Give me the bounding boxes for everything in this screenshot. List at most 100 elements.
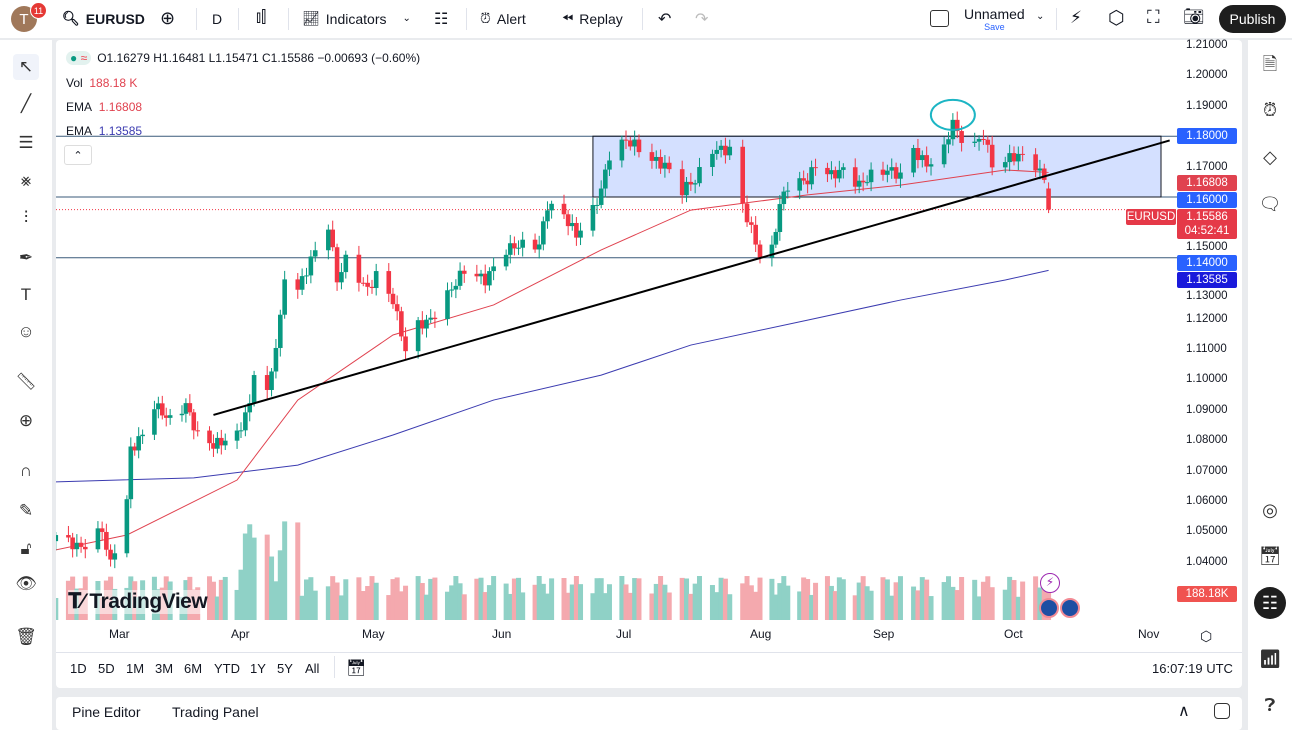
volume-bar xyxy=(911,586,917,620)
screener-button[interactable]: ◎ xyxy=(1257,497,1283,523)
volume-bar xyxy=(578,584,584,620)
go-to-date-button[interactable]: 📅︎ xyxy=(346,658,366,678)
collapse-legend-button[interactable]: ⌃ xyxy=(64,145,92,165)
clock[interactable]: 16:07:19 UTC xyxy=(1152,661,1233,676)
eu-flag-event-icon[interactable] xyxy=(1039,598,1059,618)
volume-bar xyxy=(976,596,982,620)
indicators-button[interactable]: 📈︎ Indicators ⌄ xyxy=(302,10,411,27)
emoji-tool[interactable]: ☺ xyxy=(13,319,39,345)
range-1y[interactable]: 1Y xyxy=(250,661,266,676)
layers-icon: ◇ xyxy=(1263,146,1277,167)
lock-drawings-tool[interactable]: 🔓︎ xyxy=(13,536,39,562)
candle-body xyxy=(449,289,454,291)
interval-button[interactable]: D xyxy=(212,11,223,27)
ema-fast-legend[interactable]: EMA 1.16808 xyxy=(66,100,143,114)
trendline-tool[interactable]: ╱ xyxy=(13,91,39,117)
measure-tool[interactable]: 📏︎ xyxy=(13,369,39,395)
text-tool[interactable]: T xyxy=(13,282,39,308)
volume-bar xyxy=(369,576,375,620)
publish-button[interactable]: Publish xyxy=(1219,5,1286,33)
compare-symbol-button[interactable]: ⊕ xyxy=(160,8,175,29)
candle-body xyxy=(399,311,404,337)
volume-bar xyxy=(428,578,434,620)
hide-drawings-tool[interactable]: 👁︎ xyxy=(13,571,39,597)
calendar-button[interactable]: 📅︎ xyxy=(1257,543,1283,569)
delete-drawings-tool[interactable]: 🗑︎ xyxy=(13,624,39,650)
screenshot-button[interactable]: 📷︎ xyxy=(1183,7,1205,27)
time-axis-settings-button[interactable]: ⬡ xyxy=(1200,628,1212,645)
range-3m[interactable]: 3M xyxy=(155,661,174,676)
candle-body xyxy=(574,222,579,238)
magnet-icon: ∩ xyxy=(19,461,33,480)
undo-button[interactable]: ↶ xyxy=(658,9,671,29)
candle-body xyxy=(159,403,165,416)
candle-body xyxy=(112,553,118,560)
products-button[interactable]: ☷ xyxy=(1254,587,1286,619)
candle-body xyxy=(636,139,642,153)
volume-bar xyxy=(805,579,811,620)
range-5y[interactable]: 5Y xyxy=(277,661,293,676)
maximize-panel-button[interactable] xyxy=(1214,703,1230,719)
layouts-button[interactable]: ☷ xyxy=(434,9,448,29)
chats-button[interactable]: 🗨︎ xyxy=(1257,191,1283,217)
volume-legend[interactable]: Vol 188.18 K xyxy=(66,76,138,90)
candle-body xyxy=(191,412,197,431)
alert-button[interactable]: ⏰︎ Alert xyxy=(480,10,526,27)
alerts-button[interactable]: ⏰︎ xyxy=(1257,97,1283,123)
brush-tool[interactable]: ✒︎ xyxy=(13,245,39,271)
divider xyxy=(1056,8,1057,30)
redo-button[interactable]: ↷ xyxy=(695,9,708,29)
range-ytd[interactable]: YTD xyxy=(214,661,240,676)
layout-name-button[interactable]: Unnamed Save xyxy=(964,6,1025,32)
volume-bar xyxy=(338,595,344,620)
stay-drawing-tool[interactable]: ✎ xyxy=(13,498,39,524)
volume-bar xyxy=(801,577,807,620)
expand-panel-button[interactable]: ∧ xyxy=(1178,701,1190,721)
range-5d[interactable]: 5D xyxy=(98,661,115,676)
symbol-search-button[interactable]: 🔍︎ EURUSD xyxy=(62,10,145,27)
ema-slow-legend[interactable]: EMA 1.13585 xyxy=(66,124,143,138)
candle-body xyxy=(343,254,349,273)
help-button[interactable]: ❓︎ xyxy=(1257,692,1283,718)
pattern-tool[interactable]: ⨳ xyxy=(13,168,39,194)
volume-bar xyxy=(590,593,596,620)
range-6m[interactable]: 6M xyxy=(184,661,203,676)
volume-bar xyxy=(889,595,895,620)
fullscreen-button[interactable]: ⛶ xyxy=(1147,7,1160,28)
tab-pine-editor[interactable]: Pine Editor xyxy=(72,704,141,720)
volume-bar xyxy=(474,578,480,620)
candle-body xyxy=(1046,188,1051,210)
object-tree-button[interactable]: ◇ xyxy=(1257,144,1283,170)
range-1d[interactable]: 1D xyxy=(70,661,87,676)
candle-body xyxy=(684,181,689,196)
chevron-up-icon: ∧ xyxy=(1178,703,1190,720)
candle-body xyxy=(941,144,947,165)
range-all[interactable]: All xyxy=(305,661,320,676)
volume-bar xyxy=(785,585,791,620)
fib-tool[interactable]: ☰ xyxy=(13,130,39,156)
candle-body xyxy=(864,182,870,184)
tab-trading-panel[interactable]: Trading Panel xyxy=(172,704,259,720)
watchlist-button[interactable]: 🗎︎ xyxy=(1257,54,1283,80)
quick-search-button[interactable]: ⚡︎ xyxy=(1070,8,1082,28)
replay-button[interactable]: ⏪︎ Replay xyxy=(562,10,623,27)
zoom-tool[interactable]: ⊕ xyxy=(13,408,39,434)
time-tick: Oct xyxy=(1004,627,1023,641)
settings-button[interactable]: ⬡ xyxy=(1108,7,1125,30)
eu-flag-event-icon[interactable] xyxy=(1060,598,1080,618)
volume-bar xyxy=(1020,581,1026,620)
chart-type-button[interactable]: ⫾⫿ xyxy=(256,9,266,27)
layout-checkbox[interactable] xyxy=(930,10,949,27)
candle-body xyxy=(959,131,964,143)
streams-button[interactable]: 📶︎ xyxy=(1257,646,1283,672)
volume-bar xyxy=(619,576,625,620)
magnet-tool[interactable]: ∩ xyxy=(13,458,39,484)
candle-body xyxy=(386,271,392,294)
price-label: 1.18000 xyxy=(1177,128,1237,145)
layout-menu-button[interactable]: ⌄ xyxy=(1036,11,1044,22)
range-1m[interactable]: 1M xyxy=(126,661,145,676)
event-lightning-icon[interactable]: ⚡︎ xyxy=(1040,573,1060,593)
forecast-tool[interactable]: ⫶ xyxy=(13,205,39,231)
cursor-tool[interactable]: ↖ xyxy=(13,54,39,80)
